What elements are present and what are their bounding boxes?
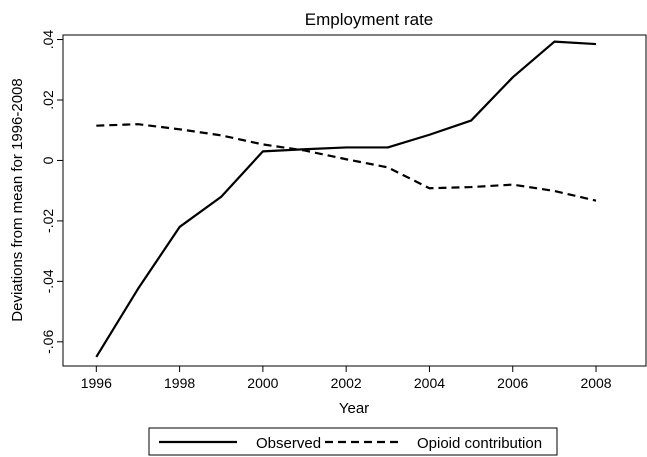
x-tick-label: 2002 <box>331 375 362 391</box>
y-tick-label: -.06 <box>40 330 56 354</box>
y-tick-label: 0 <box>40 156 56 164</box>
legend-label-observed: Observed <box>256 435 321 452</box>
series-line-opioid-contribution <box>96 123 597 202</box>
y-tick-label: .02 <box>40 90 56 110</box>
y-axis-title: Deviations from mean for 1996-2008 <box>9 78 26 321</box>
x-axis-title: Year <box>339 400 369 417</box>
y-tick-label: .04 <box>40 30 56 50</box>
series-line-observed <box>95 40 597 358</box>
y-tick-label: -.02 <box>40 209 56 233</box>
x-tick-label: 2000 <box>247 375 278 391</box>
chart-title: Employment rate <box>305 10 434 29</box>
legend: Observed Opioid contribution <box>148 427 558 456</box>
legend-label-opioid-contribution: Opioid contribution <box>417 435 542 452</box>
x-axis: 1996 1998 2000 2002 2004 2006 2008 <box>81 366 612 391</box>
x-tick-label: 1998 <box>164 375 195 391</box>
x-tick-label: 2004 <box>414 375 445 391</box>
plot-area <box>62 34 647 367</box>
x-tick-label: 2006 <box>497 375 528 391</box>
series-lines <box>95 40 597 358</box>
y-tick-label: -.04 <box>40 269 56 293</box>
x-tick-label: 2008 <box>580 375 611 391</box>
y-axis: -.06 -.04 -.02 0 .02 .04 <box>40 30 63 354</box>
x-tick-label: 1996 <box>81 375 112 391</box>
